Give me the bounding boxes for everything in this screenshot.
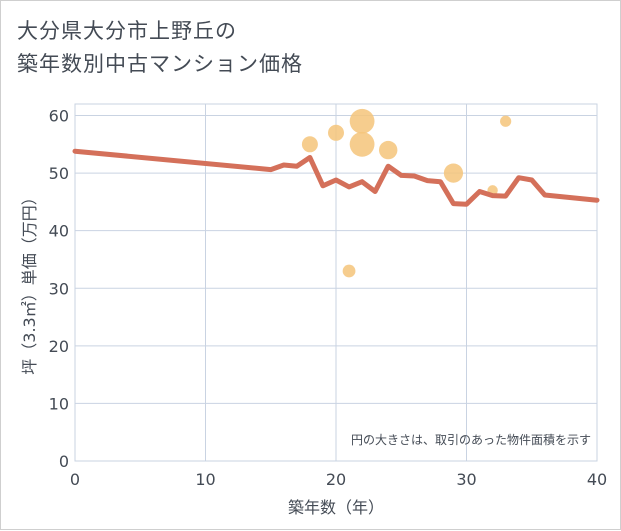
bubble-point (500, 115, 512, 127)
y-tick-label: 40 (49, 222, 69, 241)
bubble-point (379, 140, 398, 160)
bubble-point (328, 124, 344, 141)
price-line (72, 148, 600, 207)
chart-title: 大分県大分市上野丘の 築年数別中古マンション価格 (17, 15, 303, 81)
x-tick-labels: 0 10 20 30 40 (70, 470, 607, 489)
x-tick-label: 0 (70, 470, 80, 489)
bubble-point (342, 264, 356, 278)
x-axis-title: 築年数（年） (288, 498, 384, 517)
x-tick-label: 20 (326, 470, 346, 489)
bubble-point (301, 136, 318, 153)
bubble-series (301, 108, 512, 278)
x-tick-label: 40 (587, 470, 607, 489)
price-line-series (72, 148, 600, 207)
y-tick-label: 0 (59, 452, 69, 471)
y-tick-label: 50 (49, 164, 69, 183)
chart-title-line-1: 大分県大分市上野丘の (17, 19, 237, 43)
bubble-point (349, 108, 375, 134)
y-tick-label: 30 (49, 279, 69, 298)
x-tick-label: 10 (195, 470, 215, 489)
grid-lines (75, 104, 597, 461)
y-tick-label: 10 (49, 394, 69, 413)
bubble-point (443, 163, 464, 183)
x-tick-label: 30 (456, 470, 476, 489)
chart-title-line-2: 築年数別中古マンション価格 (17, 52, 303, 76)
y-tick-label: 20 (49, 337, 69, 356)
y-axis-title: 坪（3.3㎡）単価（万円） (20, 189, 39, 374)
bubble-point (349, 131, 375, 157)
y-tick-label: 60 (49, 107, 69, 126)
y-tick-labels: 0 10 20 30 40 50 60 (49, 107, 69, 471)
bubble-size-note: 円の大きさは、取引のあった物件面積を示す (351, 432, 591, 447)
